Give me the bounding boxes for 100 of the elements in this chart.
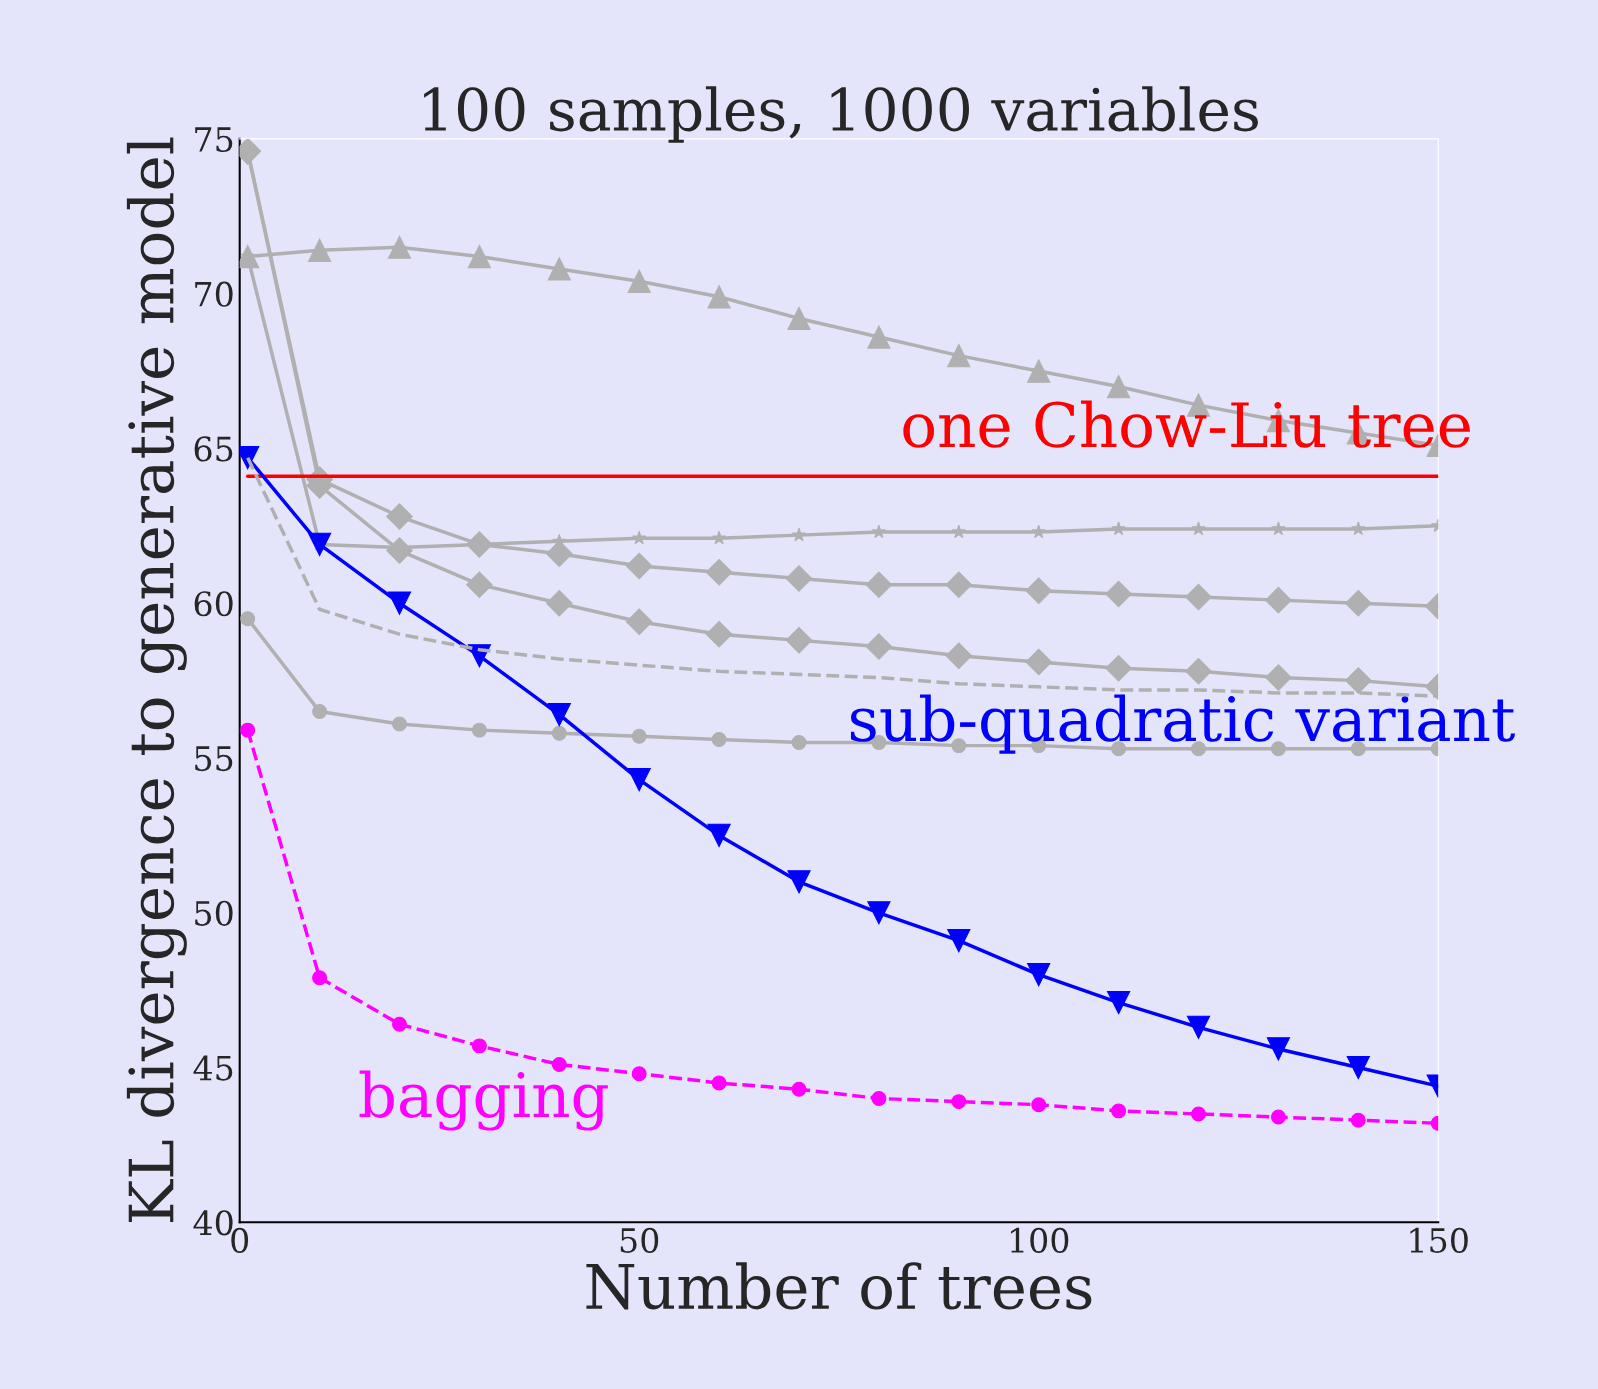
point bbox=[1111, 1103, 1127, 1119]
y-tick-label: 75 bbox=[195, 127, 233, 153]
series-label: one Chow-Liu tree bbox=[903, 400, 1470, 448]
point bbox=[1350, 1112, 1366, 1128]
y-axis-title: KL divergence to generative model bbox=[126, 137, 187, 1223]
point bbox=[791, 1081, 807, 1097]
point bbox=[471, 722, 487, 738]
point bbox=[307, 238, 332, 262]
point bbox=[386, 537, 413, 564]
point bbox=[392, 1016, 407, 1032]
point bbox=[1271, 521, 1286, 536]
point bbox=[787, 870, 811, 894]
point bbox=[1345, 667, 1372, 694]
point bbox=[312, 704, 328, 720]
series-label: bagging bbox=[359, 1070, 608, 1131]
point bbox=[1270, 1109, 1286, 1125]
point bbox=[705, 558, 733, 586]
point bbox=[947, 343, 971, 368]
point bbox=[1027, 963, 1051, 987]
point bbox=[1191, 521, 1206, 536]
point bbox=[466, 571, 493, 598]
point bbox=[871, 1091, 887, 1106]
y-tick-label: 65 bbox=[194, 436, 233, 462]
point bbox=[625, 552, 653, 580]
point bbox=[386, 503, 413, 530]
point bbox=[867, 901, 891, 925]
point bbox=[392, 716, 407, 732]
point bbox=[711, 530, 727, 545]
point bbox=[1106, 374, 1131, 399]
point bbox=[1031, 524, 1046, 539]
chart-title: 100 samples, 1000 variables bbox=[424, 86, 1258, 143]
point bbox=[627, 768, 651, 792]
point bbox=[1351, 521, 1366, 536]
point bbox=[865, 571, 893, 598]
point bbox=[1031, 1097, 1047, 1113]
point bbox=[632, 530, 647, 545]
point bbox=[945, 571, 973, 598]
point bbox=[1265, 664, 1292, 691]
point bbox=[1191, 1106, 1206, 1122]
point bbox=[1025, 577, 1052, 605]
point bbox=[312, 970, 328, 986]
point bbox=[1185, 658, 1212, 685]
point bbox=[871, 524, 887, 539]
point bbox=[785, 627, 813, 654]
point bbox=[707, 823, 731, 848]
point bbox=[1105, 580, 1132, 608]
point bbox=[1346, 1055, 1370, 1080]
point bbox=[707, 285, 731, 309]
point bbox=[945, 642, 973, 670]
point bbox=[785, 565, 813, 592]
point bbox=[471, 1038, 487, 1054]
point bbox=[1111, 521, 1126, 536]
x-tick-label: 50 bbox=[620, 1227, 659, 1253]
y-tick-label: 70 bbox=[195, 281, 233, 307]
x-tick-label: 150 bbox=[1410, 1227, 1468, 1253]
x-tick-label: 100 bbox=[1010, 1227, 1069, 1253]
point bbox=[551, 725, 567, 741]
point bbox=[1025, 648, 1052, 676]
point bbox=[1105, 654, 1132, 682]
point bbox=[240, 722, 256, 738]
point bbox=[547, 703, 571, 727]
point bbox=[631, 728, 647, 744]
point bbox=[547, 257, 571, 281]
y-tick-label: 45 bbox=[193, 1055, 233, 1081]
point bbox=[791, 527, 807, 542]
point bbox=[1186, 1015, 1211, 1039]
text: sub-quadratic variant bbox=[850, 694, 1516, 754]
point bbox=[711, 1075, 727, 1091]
point bbox=[387, 235, 412, 259]
point bbox=[631, 1066, 647, 1082]
point bbox=[1185, 583, 1212, 611]
x-tick-label: 0 bbox=[231, 1227, 249, 1253]
point bbox=[867, 325, 891, 349]
point bbox=[625, 608, 653, 636]
point bbox=[791, 735, 807, 750]
y-tick-label: 60 bbox=[194, 591, 233, 617]
point bbox=[1106, 990, 1131, 1015]
point bbox=[711, 731, 727, 747]
point bbox=[947, 929, 971, 953]
x-axis-title: Number of trees bbox=[586, 1262, 1092, 1310]
point bbox=[627, 269, 651, 293]
point bbox=[546, 589, 573, 617]
point bbox=[1265, 586, 1292, 614]
point bbox=[951, 1094, 967, 1110]
y-tick-label: 40 bbox=[193, 1210, 233, 1236]
y-tick-label: 50 bbox=[195, 900, 233, 926]
point bbox=[1027, 359, 1051, 383]
point bbox=[307, 532, 332, 557]
point bbox=[951, 524, 966, 539]
point bbox=[240, 611, 256, 627]
y-tick-label: 55 bbox=[195, 746, 233, 772]
point bbox=[1345, 589, 1372, 617]
point bbox=[387, 591, 412, 615]
point bbox=[467, 244, 492, 269]
point bbox=[705, 620, 733, 648]
point bbox=[865, 633, 893, 660]
point bbox=[1266, 1037, 1291, 1061]
point bbox=[546, 540, 573, 567]
point bbox=[1350, 741, 1366, 757]
point bbox=[787, 306, 811, 331]
